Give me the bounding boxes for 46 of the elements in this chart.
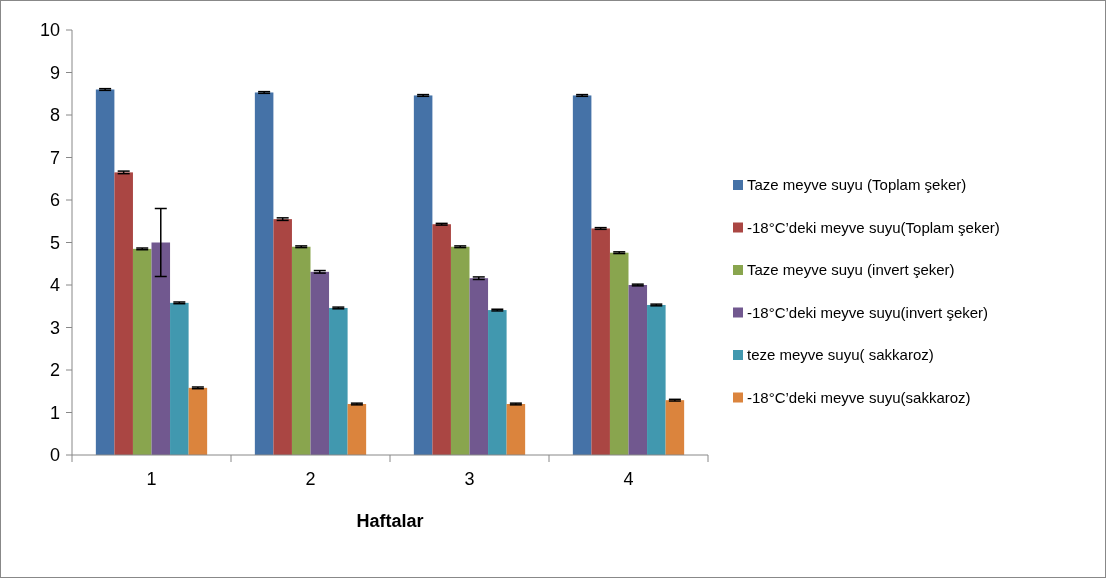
bar	[572, 95, 592, 455]
bar	[665, 400, 685, 455]
bar	[273, 219, 292, 455]
bar	[132, 248, 152, 455]
y-tick-label: 0	[49, 445, 60, 466]
bar	[170, 302, 189, 455]
x-axis-title: Haftalar	[356, 511, 424, 531]
legend-label: -18°C’deki meyve suyu(Toplam şeker)	[747, 218, 1000, 236]
bar	[291, 246, 311, 455]
legend-label: Taze meyve suyu (Toplam şeker)	[747, 176, 967, 194]
bar	[628, 285, 648, 455]
bar	[329, 307, 348, 455]
y-tick-label: 6	[49, 190, 60, 211]
bar	[310, 271, 330, 455]
bar	[95, 89, 115, 455]
legend-label: Taze meyve suyu (invert şeker)	[747, 261, 955, 279]
bar	[488, 310, 507, 455]
bar	[151, 242, 171, 455]
bar	[432, 224, 451, 455]
bar	[469, 278, 489, 455]
x-tick-label: 1	[146, 469, 157, 489]
bar	[347, 404, 367, 455]
bar	[254, 92, 274, 455]
y-tick-label: 10	[39, 20, 60, 41]
x-tick-label: 3	[464, 469, 475, 489]
bar	[450, 246, 470, 455]
y-tick-label: 5	[49, 232, 60, 253]
y-tick-label: 1	[49, 402, 60, 423]
legend-label: teze meyve suyu( sakkaroz)	[747, 346, 934, 364]
y-tick-label: 9	[49, 62, 60, 83]
x-tick-label: 4	[623, 469, 634, 489]
legend-label: -18°C’deki meyve suyu(sakkaroz)	[747, 388, 971, 406]
bar	[188, 387, 208, 455]
y-tick-label: 4	[49, 275, 60, 296]
bar	[506, 404, 526, 455]
y-tick-label: 3	[49, 317, 60, 338]
legend-label: -18°C’deki meyve suyu(invert şeker)	[747, 303, 989, 321]
bar	[114, 172, 133, 455]
y-tick-label: 2	[49, 360, 60, 381]
bar	[647, 304, 666, 455]
y-tick-label: 8	[49, 105, 60, 126]
bar	[591, 228, 610, 455]
y-tick-label: 7	[49, 147, 60, 168]
bar	[413, 95, 433, 455]
bar	[609, 252, 629, 455]
x-tick-label: 2	[305, 469, 316, 489]
